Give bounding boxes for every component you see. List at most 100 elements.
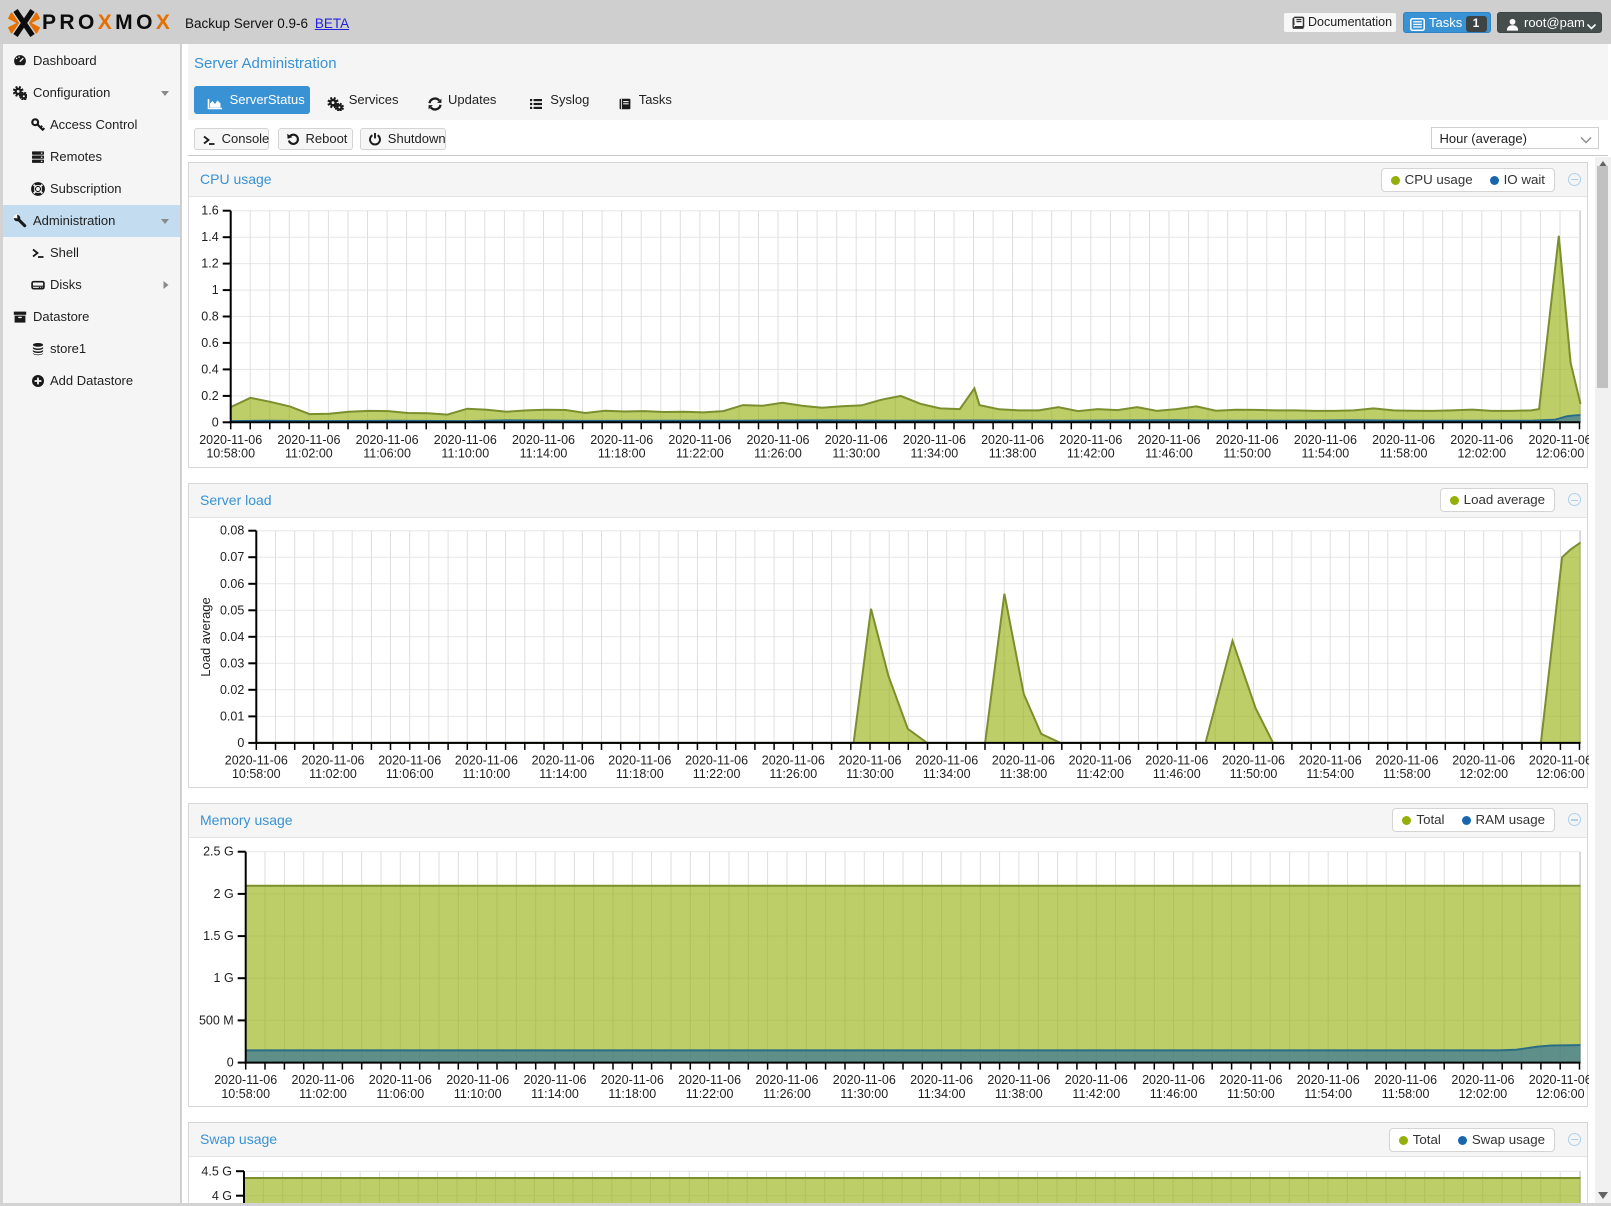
svg-text:12:06:00: 12:06:00 <box>1536 447 1585 461</box>
svg-text:11:18:00: 11:18:00 <box>598 447 646 461</box>
svg-text:2020-11-06: 2020-11-06 <box>434 433 497 447</box>
svg-text:2020-11-06: 2020-11-06 <box>1299 753 1362 767</box>
svg-text:11:10:00: 11:10:00 <box>454 1086 502 1100</box>
svg-text:11:34:00: 11:34:00 <box>923 767 971 781</box>
svg-text:2020-11-06: 2020-11-06 <box>446 1073 509 1087</box>
svg-text:12:02:00: 12:02:00 <box>1459 1086 1508 1100</box>
svg-text:0.6: 0.6 <box>201 336 218 350</box>
svg-text:0.07: 0.07 <box>220 550 244 564</box>
svg-text:2020-11-06: 2020-11-06 <box>981 433 1044 447</box>
svg-text:11:22:00: 11:22:00 <box>676 447 724 461</box>
svg-text:11:50:00: 11:50:00 <box>1227 1086 1275 1100</box>
svg-text:2020-11-06: 2020-11-06 <box>1529 1073 1589 1087</box>
svg-text:11:02:00: 11:02:00 <box>309 767 357 781</box>
svg-text:2020-11-06: 2020-11-06 <box>301 753 364 767</box>
svg-text:2020-11-06: 2020-11-06 <box>755 1073 818 1087</box>
svg-text:11:02:00: 11:02:00 <box>299 1086 347 1100</box>
svg-text:12:02:00: 12:02:00 <box>1459 767 1508 781</box>
svg-text:500 M: 500 M <box>199 1013 234 1027</box>
svg-text:11:46:00: 11:46:00 <box>1153 767 1201 781</box>
svg-text:0: 0 <box>212 416 219 430</box>
svg-text:4.5 G: 4.5 G <box>201 1165 232 1179</box>
svg-text:2020-11-06: 2020-11-06 <box>915 753 978 767</box>
svg-text:2020-11-06: 2020-11-06 <box>1451 1073 1514 1087</box>
svg-text:11:06:00: 11:06:00 <box>386 767 434 781</box>
svg-text:0.02: 0.02 <box>220 683 244 697</box>
svg-text:11:06:00: 11:06:00 <box>376 1086 424 1100</box>
svg-text:2020-11-06: 2020-11-06 <box>225 753 288 767</box>
svg-text:0.2: 0.2 <box>201 389 218 403</box>
svg-text:11:22:00: 11:22:00 <box>693 767 741 781</box>
svg-text:0.04: 0.04 <box>220 630 244 644</box>
svg-text:0.8: 0.8 <box>201 310 218 324</box>
svg-text:2020-11-06: 2020-11-06 <box>455 753 518 767</box>
svg-text:11:26:00: 11:26:00 <box>763 1086 811 1100</box>
svg-text:0.01: 0.01 <box>220 709 244 723</box>
svg-text:11:42:00: 11:42:00 <box>1072 1086 1120 1100</box>
svg-text:2020-11-06: 2020-11-06 <box>512 433 575 447</box>
svg-text:2020-11-06: 2020-11-06 <box>1372 433 1435 447</box>
svg-text:2.5 G: 2.5 G <box>203 844 234 858</box>
svg-text:11:26:00: 11:26:00 <box>754 447 802 461</box>
svg-text:11:50:00: 11:50:00 <box>1223 447 1271 461</box>
svg-text:10:58:00: 10:58:00 <box>221 1086 270 1100</box>
svg-text:2020-11-06: 2020-11-06 <box>356 433 419 447</box>
svg-text:11:50:00: 11:50:00 <box>1230 767 1278 781</box>
svg-text:11:34:00: 11:34:00 <box>911 447 959 461</box>
svg-text:0.03: 0.03 <box>220 656 244 670</box>
svg-text:2020-11-06: 2020-11-06 <box>1528 433 1589 447</box>
svg-text:Load average: Load average <box>198 597 213 677</box>
svg-text:11:02:00: 11:02:00 <box>285 447 333 461</box>
svg-text:11:26:00: 11:26:00 <box>769 767 817 781</box>
svg-text:2020-11-06: 2020-11-06 <box>369 1073 432 1087</box>
svg-text:2020-11-06: 2020-11-06 <box>1529 753 1589 767</box>
svg-text:2020-11-06: 2020-11-06 <box>199 433 262 447</box>
svg-text:2020-11-06: 2020-11-06 <box>838 753 901 767</box>
svg-text:11:14:00: 11:14:00 <box>520 447 568 461</box>
svg-text:2020-11-06: 2020-11-06 <box>685 753 748 767</box>
svg-text:1: 1 <box>212 283 219 297</box>
svg-text:1.2: 1.2 <box>201 257 218 271</box>
svg-text:11:54:00: 11:54:00 <box>1304 1086 1352 1100</box>
svg-text:11:18:00: 11:18:00 <box>616 767 664 781</box>
svg-text:11:54:00: 11:54:00 <box>1302 447 1350 461</box>
svg-text:11:58:00: 11:58:00 <box>1383 767 1431 781</box>
svg-text:2020-11-06: 2020-11-06 <box>1222 753 1285 767</box>
svg-text:2020-11-06: 2020-11-06 <box>1375 753 1438 767</box>
svg-text:11:54:00: 11:54:00 <box>1306 767 1354 781</box>
svg-text:2020-11-06: 2020-11-06 <box>378 753 441 767</box>
svg-text:1.4: 1.4 <box>201 230 218 244</box>
svg-text:2020-11-06: 2020-11-06 <box>214 1073 277 1087</box>
svg-text:2020-11-06: 2020-11-06 <box>1142 1073 1205 1087</box>
svg-text:11:34:00: 11:34:00 <box>918 1086 966 1100</box>
svg-text:11:18:00: 11:18:00 <box>608 1086 656 1100</box>
svg-text:2020-11-06: 2020-11-06 <box>523 1073 586 1087</box>
svg-text:10:58:00: 10:58:00 <box>232 767 281 781</box>
svg-text:12:02:00: 12:02:00 <box>1457 447 1506 461</box>
svg-text:2020-11-06: 2020-11-06 <box>1219 1073 1282 1087</box>
svg-text:2020-11-06: 2020-11-06 <box>1065 1073 1128 1087</box>
svg-text:2020-11-06: 2020-11-06 <box>1297 1073 1360 1087</box>
svg-text:2 G: 2 G <box>214 886 234 900</box>
svg-text:2020-11-06: 2020-11-06 <box>678 1073 741 1087</box>
svg-text:1.5 G: 1.5 G <box>203 929 234 943</box>
svg-text:11:58:00: 11:58:00 <box>1380 447 1428 461</box>
svg-text:1.6: 1.6 <box>201 204 218 218</box>
svg-text:2020-11-06: 2020-11-06 <box>1216 433 1279 447</box>
svg-text:2020-11-06: 2020-11-06 <box>532 753 595 767</box>
svg-text:2020-11-06: 2020-11-06 <box>1137 433 1200 447</box>
svg-text:1 G: 1 G <box>214 971 234 985</box>
svg-text:2020-11-06: 2020-11-06 <box>762 753 825 767</box>
svg-text:2020-11-06: 2020-11-06 <box>746 433 809 447</box>
svg-text:0.05: 0.05 <box>220 603 244 617</box>
svg-text:2020-11-06: 2020-11-06 <box>608 753 671 767</box>
svg-text:2020-11-06: 2020-11-06 <box>1145 753 1208 767</box>
svg-text:11:30:00: 11:30:00 <box>840 1086 888 1100</box>
svg-text:2020-11-06: 2020-11-06 <box>833 1073 896 1087</box>
svg-text:11:38:00: 11:38:00 <box>989 447 1037 461</box>
svg-text:11:42:00: 11:42:00 <box>1067 447 1115 461</box>
svg-text:0.08: 0.08 <box>220 524 244 538</box>
svg-text:11:22:00: 11:22:00 <box>686 1086 734 1100</box>
svg-text:0.06: 0.06 <box>220 577 244 591</box>
svg-text:2020-11-06: 2020-11-06 <box>1069 753 1132 767</box>
